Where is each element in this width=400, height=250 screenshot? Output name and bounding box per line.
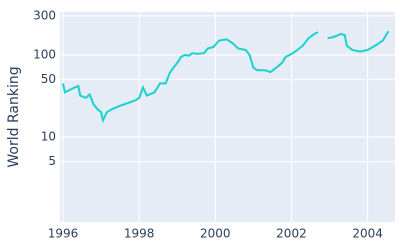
y-tick-label: 10 bbox=[41, 129, 56, 143]
x-tick-label: 2002 bbox=[276, 227, 307, 241]
x-tick-label: 1998 bbox=[124, 227, 155, 241]
y-tick-label: 50 bbox=[41, 72, 56, 86]
line-series bbox=[62, 30, 390, 124]
y-tick-label: 300 bbox=[33, 8, 56, 22]
y-tick-label: 100 bbox=[33, 47, 56, 61]
x-tick-label: 2004 bbox=[352, 227, 383, 241]
plot-background bbox=[60, 12, 395, 222]
y-axis-title: World Ranking bbox=[6, 66, 22, 167]
x-tick-label: 2000 bbox=[200, 227, 231, 241]
y-tick-label: 5 bbox=[48, 154, 56, 168]
x-tick-label: 1996 bbox=[48, 227, 79, 241]
